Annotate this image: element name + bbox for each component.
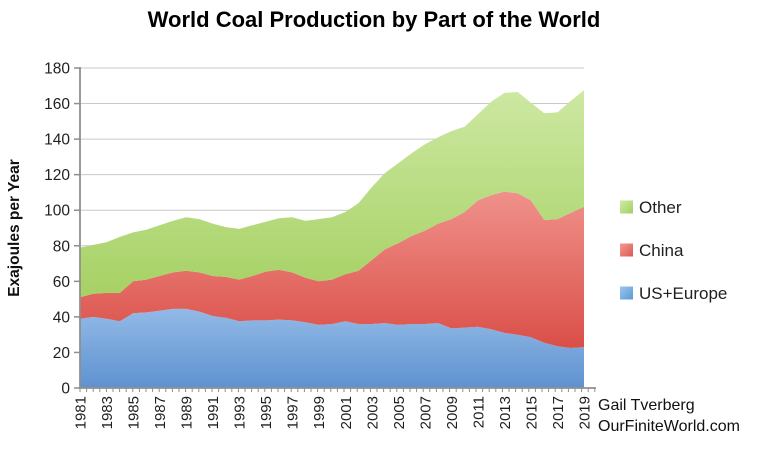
legend-item-China: China xyxy=(620,241,684,260)
x-tick-labels: 1981 1983 1985 1987 1989 1991 1993 1995 1997 1999… xyxy=(73,396,594,429)
attribution-author: Gail Tverberg xyxy=(598,397,695,414)
x-tick-label-1997: 1997 xyxy=(285,396,302,429)
y-tick-label-60: 60 xyxy=(53,274,71,291)
y-tick-label-0: 0 xyxy=(61,381,70,398)
x-tick-label-1995: 1995 xyxy=(258,396,275,429)
y-axis-title: Exajoules per Year xyxy=(6,159,23,297)
area-US+Europe xyxy=(80,308,584,388)
x-tick-label-2017: 2017 xyxy=(550,396,567,429)
y-tick-label-20: 20 xyxy=(53,345,71,362)
x-tick-label-2015: 2015 xyxy=(523,396,540,429)
chart-title: World Coal Production by Part of the Wor… xyxy=(148,7,601,32)
y-tick-label-120: 120 xyxy=(44,167,70,184)
x-tick-label-1999: 1999 xyxy=(311,396,328,429)
y-tick-label-80: 80 xyxy=(53,238,71,255)
x-tick-label-1981: 1981 xyxy=(73,396,90,429)
legend-swatch-China xyxy=(620,243,633,257)
x-tick-label-2019: 2019 xyxy=(577,396,594,429)
y-tick-label-180: 180 xyxy=(44,61,70,78)
legend-item-US+Europe: US+Europe xyxy=(620,284,727,303)
y-tick-labels: 0 20 40 60 80 100 120 140 160 180 xyxy=(44,61,70,398)
y-tick-label-100: 100 xyxy=(44,203,70,220)
legend-swatch-US+Europe xyxy=(620,286,633,300)
x-tick-label-2013: 2013 xyxy=(497,396,514,429)
y-tick-label-40: 40 xyxy=(53,309,71,326)
x-tick-label-2011: 2011 xyxy=(470,396,487,428)
legend-item-Other: Other xyxy=(620,198,682,217)
attribution-site: OurFiniteWorld.com xyxy=(598,418,740,435)
x-tick-label-1983: 1983 xyxy=(99,396,116,429)
y-tick-label-160: 160 xyxy=(44,96,70,113)
x-tick-label-2003: 2003 xyxy=(364,396,381,429)
legend-label-China: China xyxy=(639,241,684,260)
x-tick-label-2001: 2001 xyxy=(338,396,355,429)
x-tick-label-2005: 2005 xyxy=(391,396,408,429)
legend-label-US+Europe: US+Europe xyxy=(639,284,727,303)
x-tick-label-1989: 1989 xyxy=(179,396,196,429)
legend-label-Other: Other xyxy=(639,198,682,217)
x-tick-label-1987: 1987 xyxy=(152,396,169,429)
x-tick-label-1993: 1993 xyxy=(232,396,249,429)
x-tick-label-1991: 1991 xyxy=(205,396,222,429)
area-Other xyxy=(80,90,584,298)
axes xyxy=(74,67,596,392)
x-tick-label-2007: 2007 xyxy=(417,396,434,429)
area-series xyxy=(80,90,584,388)
x-tick-label-2009: 2009 xyxy=(444,396,461,429)
x-tick-label-1985: 1985 xyxy=(126,396,143,429)
legend-swatch-Other xyxy=(620,200,633,214)
area-China xyxy=(80,191,584,348)
y-tick-label-140: 140 xyxy=(44,132,70,149)
legend: Other China US+Europe xyxy=(620,198,727,303)
